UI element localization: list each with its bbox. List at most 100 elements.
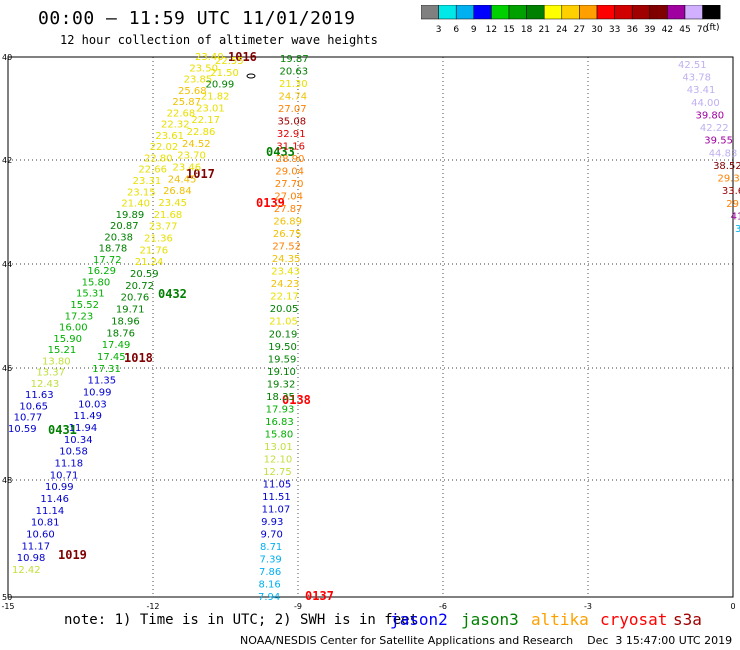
wave-height-value: 22.55 xyxy=(215,56,244,67)
wave-height-value: 22.86 xyxy=(187,127,216,138)
wave-height-value: 24.74 xyxy=(278,92,307,103)
legend-tick-label: 39 xyxy=(644,25,656,35)
wave-height-value: 13.01 xyxy=(264,442,293,453)
wave-height-value: 22.68 xyxy=(167,108,196,119)
wave-height-value: 10.58 xyxy=(59,447,88,458)
wave-height-value: 12.43 xyxy=(31,379,60,390)
legend-tick-label: 42 xyxy=(662,25,673,35)
wave-height-value: 10.99 xyxy=(45,482,74,493)
wave-height-value: 15.31 xyxy=(76,289,105,300)
lon-label: -9 xyxy=(294,602,302,610)
wave-height-value: 23.01 xyxy=(196,103,225,114)
wave-height-value: 10.71 xyxy=(50,470,79,481)
legend-tick-label: 45 xyxy=(679,25,690,35)
wave-height-value: 17.31 xyxy=(92,364,121,375)
wave-height-value: 19.32 xyxy=(267,379,296,390)
wave-height-value: 43.41 xyxy=(687,85,716,96)
credit-line: NOAA/NESDIS Center for Satellite Applica… xyxy=(240,634,733,647)
wave-height-value: 21.68 xyxy=(154,210,183,221)
wave-height-value: 23.31 xyxy=(133,176,162,187)
wave-height-value: 19.89 xyxy=(116,210,145,221)
wave-height-value: 24.52 xyxy=(182,139,211,150)
page-title: 00:00 – 11:59 UTC 11/01/2019 xyxy=(38,8,356,29)
wave-height-value: 28.90 xyxy=(276,154,305,165)
wave-height-value: 18.96 xyxy=(111,316,140,327)
wave-height-value: 10.99 xyxy=(83,387,112,398)
footer-note: note: 1) Time is in UTC; 2) SWH is in fe… xyxy=(64,612,419,628)
wave-height-value: 3 xyxy=(735,224,740,235)
legend-tick-label: 18 xyxy=(521,25,533,35)
track-time-label: 0433 xyxy=(266,145,295,159)
wave-height-value: 11.35 xyxy=(88,376,117,387)
legend-tick-label: 33 xyxy=(609,25,620,35)
legend-tick-label: 21 xyxy=(538,25,549,35)
lon-label: -3 xyxy=(584,602,592,610)
wave-height-value: 20.72 xyxy=(125,281,154,292)
wave-height-value: 32.91 xyxy=(277,129,306,140)
wave-height-value: 22.66 xyxy=(138,165,167,176)
lon-label: -12 xyxy=(146,602,159,610)
wave-height-value: 10.65 xyxy=(19,401,48,412)
wave-height-value: 26.75 xyxy=(273,229,302,240)
wave-height-value: 21.30 xyxy=(279,79,308,90)
track-time-label: 1018 xyxy=(124,351,153,365)
wave-height-value: 21.40 xyxy=(121,199,150,210)
wave-height-value: 11.17 xyxy=(21,541,50,552)
legend-tick-label: 9 xyxy=(471,25,477,35)
island-outline xyxy=(246,73,256,79)
track-time-label: 0137 xyxy=(305,589,334,603)
wave-height-value: 38.52 xyxy=(713,161,740,172)
wave-height-value: 25.68 xyxy=(178,86,207,97)
wave-height-value: 39.80 xyxy=(696,110,725,121)
wave-height-value: 11.14 xyxy=(36,506,65,517)
wave-height-value: 20.63 xyxy=(279,67,308,78)
wave-height-value: 15.90 xyxy=(53,334,82,345)
wave-height-value: 12.10 xyxy=(264,454,293,465)
wave-height-value: 15.80 xyxy=(82,277,111,288)
wave-height-value: 23.40 xyxy=(195,52,224,63)
wave-height-value: 29.3 xyxy=(717,174,739,185)
wave-height-value: 10.77 xyxy=(14,413,43,424)
wave-height-value: 20.59 xyxy=(130,269,159,280)
wave-height-value: 26.89 xyxy=(273,217,302,228)
track-time-label: 0139 xyxy=(256,196,285,210)
wave-height-value: 33.6 xyxy=(722,186,740,197)
wave-height-value: 29.04 xyxy=(275,167,304,178)
legend-tick-label: 6 xyxy=(453,25,459,35)
wave-height-value: 25.87 xyxy=(172,97,201,108)
wave-height-value: 19.71 xyxy=(116,305,145,316)
wave-height-value: 23.77 xyxy=(149,222,178,233)
wave-height-value: 18.76 xyxy=(106,328,135,339)
lat-label: 40 xyxy=(2,53,12,62)
legend-unit: (ft) xyxy=(706,23,720,33)
wave-height-value: 13.80 xyxy=(42,356,71,367)
lon-label: -6 xyxy=(439,602,447,610)
wave-height-value: 24.35 xyxy=(272,254,301,265)
wave-height-value: 23.50 xyxy=(189,63,218,74)
wave-height-value: 11.46 xyxy=(40,494,69,505)
wave-height-value: 11.63 xyxy=(25,390,54,401)
lat-label: 42 xyxy=(2,156,12,165)
legend-altika: altika xyxy=(531,610,589,629)
wave-height-value: 22.80 xyxy=(144,153,173,164)
wave-height-value: 16.29 xyxy=(87,266,116,277)
page-subtitle: 12 hour collection of altimeter wave hei… xyxy=(60,33,378,47)
wave-height-value: 11.18 xyxy=(54,458,83,469)
wave-height-map: 40 42 44 46 48 50-15 -12 -9 -6 -3 0 1016 0433 1017 013… xyxy=(1,50,740,610)
lat-label: 48 xyxy=(2,476,12,485)
wave-height-value: 27.52 xyxy=(272,242,301,253)
wave-height-value: 22.02 xyxy=(150,142,179,153)
wave-height-value: 11.51 xyxy=(262,492,291,503)
wave-height-value: 21.82 xyxy=(201,92,230,103)
wave-height-value: 7.39 xyxy=(260,554,282,565)
wave-height-value: 17.72 xyxy=(93,255,122,266)
wave-height-value: 22.17 xyxy=(270,292,299,303)
wave-height-value: 20.38 xyxy=(104,232,133,243)
wave-height-value: 22.32 xyxy=(161,120,190,131)
wave-height-value: 23.61 xyxy=(155,131,184,142)
wave-height-value: 11.49 xyxy=(73,411,102,422)
wave-height-value: 27.87 xyxy=(274,204,303,215)
wave-height-value: 18.35 xyxy=(266,392,295,403)
wave-height-value: 11.05 xyxy=(263,479,292,490)
wave-height-value: 23.45 xyxy=(158,198,187,209)
